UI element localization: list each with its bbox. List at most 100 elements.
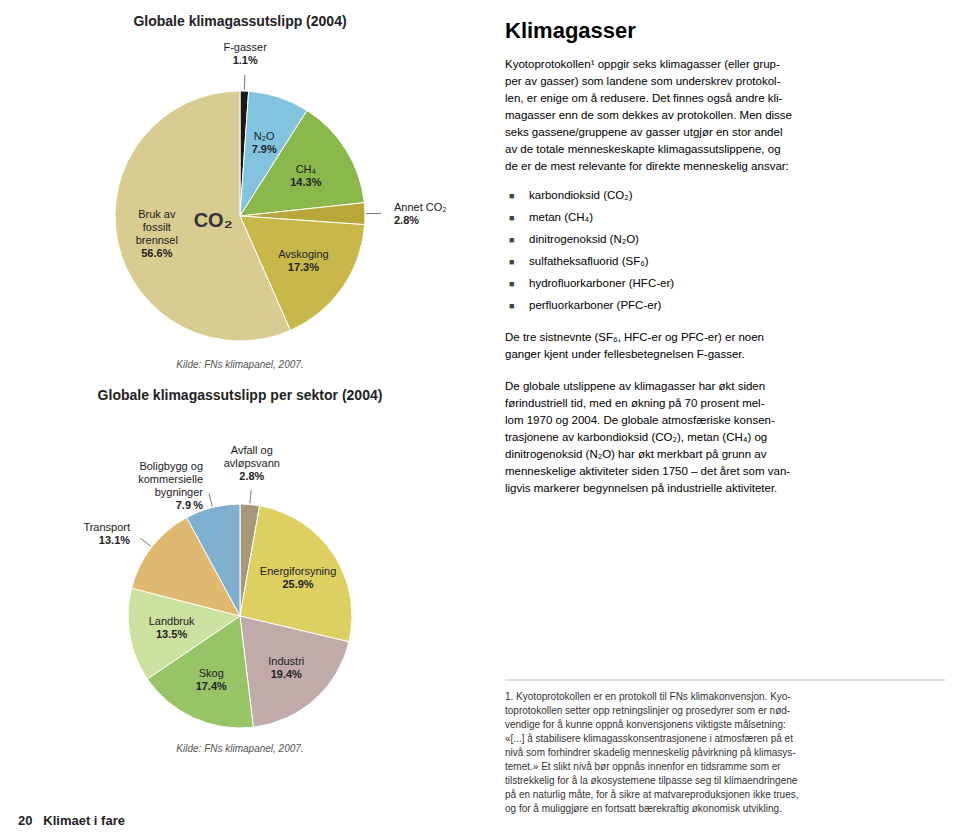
- paragraph-line: dinitrogenoksid (N₂O) har økt merkbart p…: [505, 448, 767, 460]
- slice-label-line: Annet CO₂: [394, 201, 447, 213]
- slice-label-line: fossilt: [143, 221, 171, 233]
- bullet-item: karbondioksid (CO₂): [529, 189, 633, 201]
- slice-label: Boligbygg ogkommersiellebygninger: [138, 460, 203, 498]
- pie-slice: [115, 91, 290, 341]
- bullet-item: sulfatheksafluorid (SF₆): [529, 255, 649, 267]
- slice-label-line: avløpsvann: [224, 457, 280, 469]
- leader-line: [140, 538, 150, 546]
- chart-title: Globale klimagassutslipp (2004): [133, 13, 346, 29]
- paragraph: De tre sistnevnte (SF₆, HFC-er og PFC-er…: [505, 331, 764, 360]
- data-label: 19.4%: [271, 668, 302, 680]
- slice-label: CH₄: [296, 162, 317, 174]
- paragraph-line: De globale utslippene av klimagasser har…: [505, 380, 765, 392]
- bullet-item: dinitrogenoksid (N₂O): [529, 233, 639, 245]
- footnote-line: på en naturlig måte, for å sikre at matv…: [505, 789, 798, 800]
- slice-label: Landbruk: [149, 615, 195, 627]
- bullet-item: hydrofluorkarboner (HFC-er): [529, 277, 674, 289]
- data-label: 2.8%: [239, 470, 264, 482]
- source-note: Kilde: FNs klimapanel, 2007.: [176, 743, 303, 754]
- bullet-symbol: ■: [509, 235, 514, 245]
- paragraph-line: seks gassene/gruppene av gasser utgjør e…: [505, 126, 782, 138]
- slice-label: Transport: [83, 521, 130, 533]
- paragraph: Kyotoprotokollen¹ oppgir seks klimagasse…: [505, 58, 792, 172]
- bullet-symbol: ■: [509, 191, 514, 201]
- bullet-symbol: ■: [509, 279, 514, 289]
- data-label: 17.4%: [196, 680, 227, 692]
- data-label: 13.5%: [156, 628, 187, 640]
- pie-slice: [240, 110, 364, 216]
- slice-label-line: Industri: [268, 655, 304, 667]
- slice-label: Annet CO₂: [394, 201, 447, 213]
- slice-label-line: Avfall og: [231, 444, 273, 456]
- data-label: 1.1%: [233, 53, 258, 65]
- slice-label: Bruk avfossiltbrennsel: [136, 208, 178, 246]
- slice-labels: Avfall ogavløpsvann2.8% Energiforsyning25…: [83, 444, 336, 692]
- chart-title: Globale klimagassutslipp per sektor (200…: [98, 387, 383, 403]
- slice-label-line: kommersielle: [138, 473, 203, 485]
- leader-line: [366, 213, 381, 214]
- bullet-symbol: ■: [509, 257, 514, 267]
- paragraph-line: menneskelige aktiviteter siden 1750 – de…: [505, 465, 790, 477]
- slice-label-line: Skog: [199, 667, 224, 679]
- paragraph-line: førindustriell tid, med en økning på 70 …: [505, 397, 765, 409]
- slice-label-line: Avskoging: [278, 248, 329, 260]
- data-label: 2.8%: [394, 214, 419, 226]
- data-label: 56.6%: [141, 247, 172, 259]
- footnote-line: temet.» Et slikt nivå bør oppnås innenfo…: [505, 761, 781, 772]
- slice-labels: F-gasser1.1% N₂O7.9% CH₄14.3% Annet CO₂2.8%…: [136, 40, 447, 272]
- slice-label: Skog: [199, 667, 224, 679]
- slices: [115, 91, 365, 341]
- bullet-item: perfluorkarboner (PFC-er): [529, 299, 661, 311]
- slice-label-line: brennsel: [136, 234, 178, 246]
- data-label: 7.9 %: [176, 499, 203, 511]
- footnote-line: toprotokollen setter opp retningslinjer …: [505, 705, 790, 716]
- slice-label-line: bygninger: [155, 486, 204, 498]
- slice-label: F-gasser: [223, 40, 267, 52]
- slice-label: N₂O: [254, 130, 275, 142]
- page: F-gasser1.1%N₂O7.9%CH₄14.3%Annet CO₂2.8%…: [0, 0, 960, 839]
- panel-title: Klimagasser: [505, 18, 636, 43]
- paragraph-line: de er de mest relevante for direkte menn…: [505, 160, 789, 172]
- slice-label: Energiforsyning: [260, 565, 336, 577]
- pie-slice: [240, 616, 349, 727]
- pie-chart: F-gasser1.1% N₂O7.9% CH₄14.3% Annet CO₂2.8%…: [115, 40, 447, 341]
- leader-line: [244, 75, 246, 90]
- chart-root: F-gasser1.1%N₂O7.9%CH₄14.3%Annet CO₂2.8%…: [0, 0, 960, 839]
- text-panel: Klimagasser Kyotoprotokollen¹ oppgir seks…: [505, 18, 945, 814]
- paragraph-line: av de totale menneskeskapte klimagassuts…: [505, 143, 781, 155]
- data-label: 7.9%: [252, 143, 277, 155]
- bullet-item: metan (CH₄): [529, 211, 593, 223]
- paragraph-line: len, er enige om å redusere. Det finnes …: [505, 92, 783, 104]
- bullet-symbol: ■: [509, 301, 514, 311]
- data-label: 14.3%: [290, 175, 321, 187]
- bullet-symbol: ■: [509, 213, 514, 223]
- slice-label-line: Boligbygg og: [139, 460, 203, 472]
- paragraph: De globale utslippene av klimagasser har…: [505, 380, 790, 494]
- data-label: 13.1%: [99, 534, 130, 546]
- paragraph-line: ganger kjent under fellesbetegnelsen F-g…: [505, 348, 745, 360]
- leader-line: [250, 490, 251, 503]
- leader-line: [209, 494, 212, 507]
- paragraph-line: magasser enn de som dekkes av protokolle…: [505, 109, 792, 121]
- slice-label-line: Transport: [83, 521, 130, 533]
- data-label: 25.9%: [282, 578, 313, 590]
- annotation: CO₂: [194, 209, 233, 231]
- paragraph-line: ligvis markerer begynnelsen på industrie…: [505, 482, 777, 494]
- footnote-line: 1. Kyotoprotokollen er en protokoll til …: [505, 691, 791, 702]
- footnote-line: «[...] å stabilisere klimagasskonsentras…: [505, 733, 793, 744]
- source-note: Kilde: FNs klimapanel, 2007.: [176, 359, 303, 370]
- slice-label-line: F-gasser: [223, 40, 267, 52]
- slice-label: Industri: [268, 655, 304, 667]
- separator: [505, 680, 945, 681]
- slices: [128, 504, 352, 728]
- slice-label-line: Energiforsyning: [260, 565, 336, 577]
- slice-label: Avfall ogavløpsvann: [224, 444, 280, 469]
- footnote-line: og for å muliggjøre en fortsatt bærekraf…: [505, 803, 782, 814]
- slice-label-line: N₂O: [254, 130, 275, 142]
- paragraph-line: De tre sistnevnte (SF₆, HFC-er og PFC-er…: [505, 331, 764, 343]
- footnote-line: tilstrekkelig for å la økosystemene tilp…: [505, 775, 798, 786]
- paragraph-line: Kyotoprotokollen¹ oppgir seks klimagasse…: [505, 58, 780, 70]
- slice-label: Avskoging: [278, 248, 329, 260]
- footnote: 1. Kyotoprotokollen er en protokoll til …: [505, 691, 798, 814]
- slice-label-line: Bruk av: [138, 208, 176, 220]
